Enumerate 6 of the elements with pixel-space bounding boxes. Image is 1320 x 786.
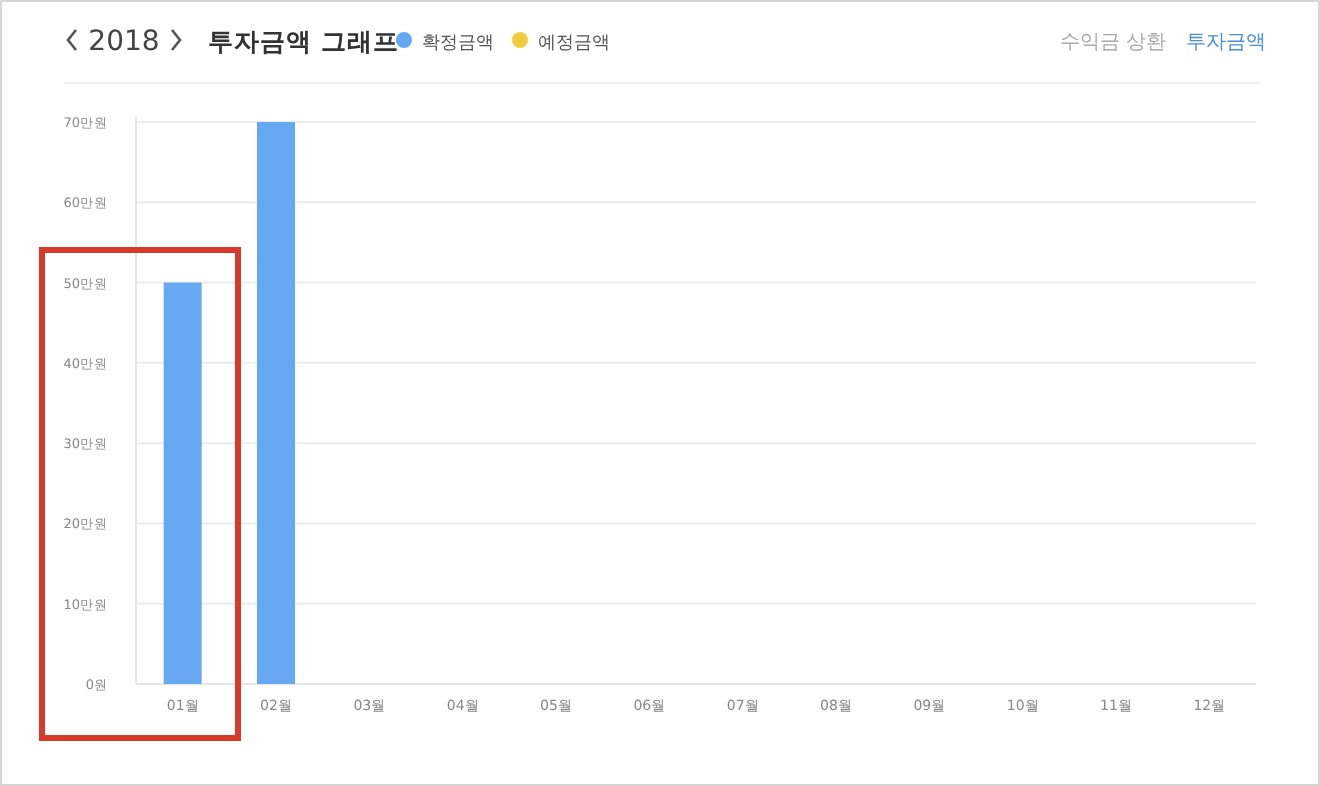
text: 수익금 상환 [1059,32,1166,54]
text: 투자금액 [1186,32,1266,54]
legend-label: 확정금액 [422,34,494,54]
chart-title: 투자금액 그래프 [208,26,399,56]
chart-subtitle: 2018 [88,26,160,58]
legend-label: 예정금액 [538,34,610,54]
